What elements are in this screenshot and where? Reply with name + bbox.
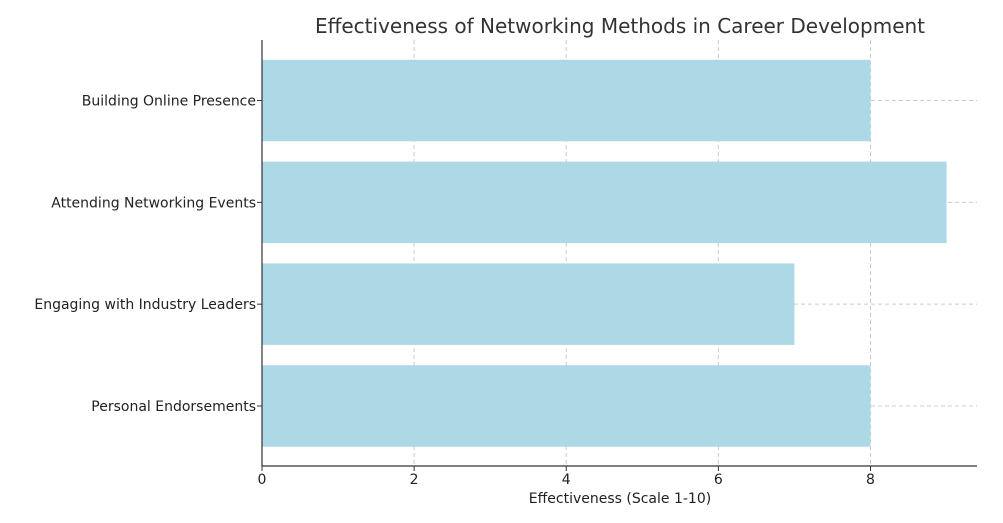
- x-axis-ticks: 0 2 4 6 8: [258, 466, 875, 488]
- bar: [262, 59, 871, 142]
- x-tick-label: 0: [258, 472, 267, 488]
- y-tick-label: Attending Networking Events: [51, 195, 256, 211]
- x-tick-label: 4: [562, 472, 571, 488]
- bar: [262, 161, 947, 244]
- x-tick-label: 8: [866, 472, 875, 488]
- chart-title: Effectiveness of Networking Methods in C…: [315, 14, 925, 38]
- bar: [262, 263, 795, 345]
- bars: [262, 59, 947, 447]
- y-axis-ticks: Building Online Presence Attending Networ…: [34, 94, 262, 415]
- x-tick-label: 6: [714, 472, 723, 488]
- bar: [262, 365, 871, 447]
- x-tick-label: 2: [410, 472, 419, 488]
- y-tick-label: Building Online Presence: [82, 94, 256, 110]
- y-gridlines: [262, 100, 977, 407]
- x-axis-label: Effectiveness (Scale 1-10): [529, 491, 711, 507]
- y-tick-label: Engaging with Industry Leaders: [34, 297, 256, 313]
- y-tick-label: Personal Endorsements: [91, 399, 256, 415]
